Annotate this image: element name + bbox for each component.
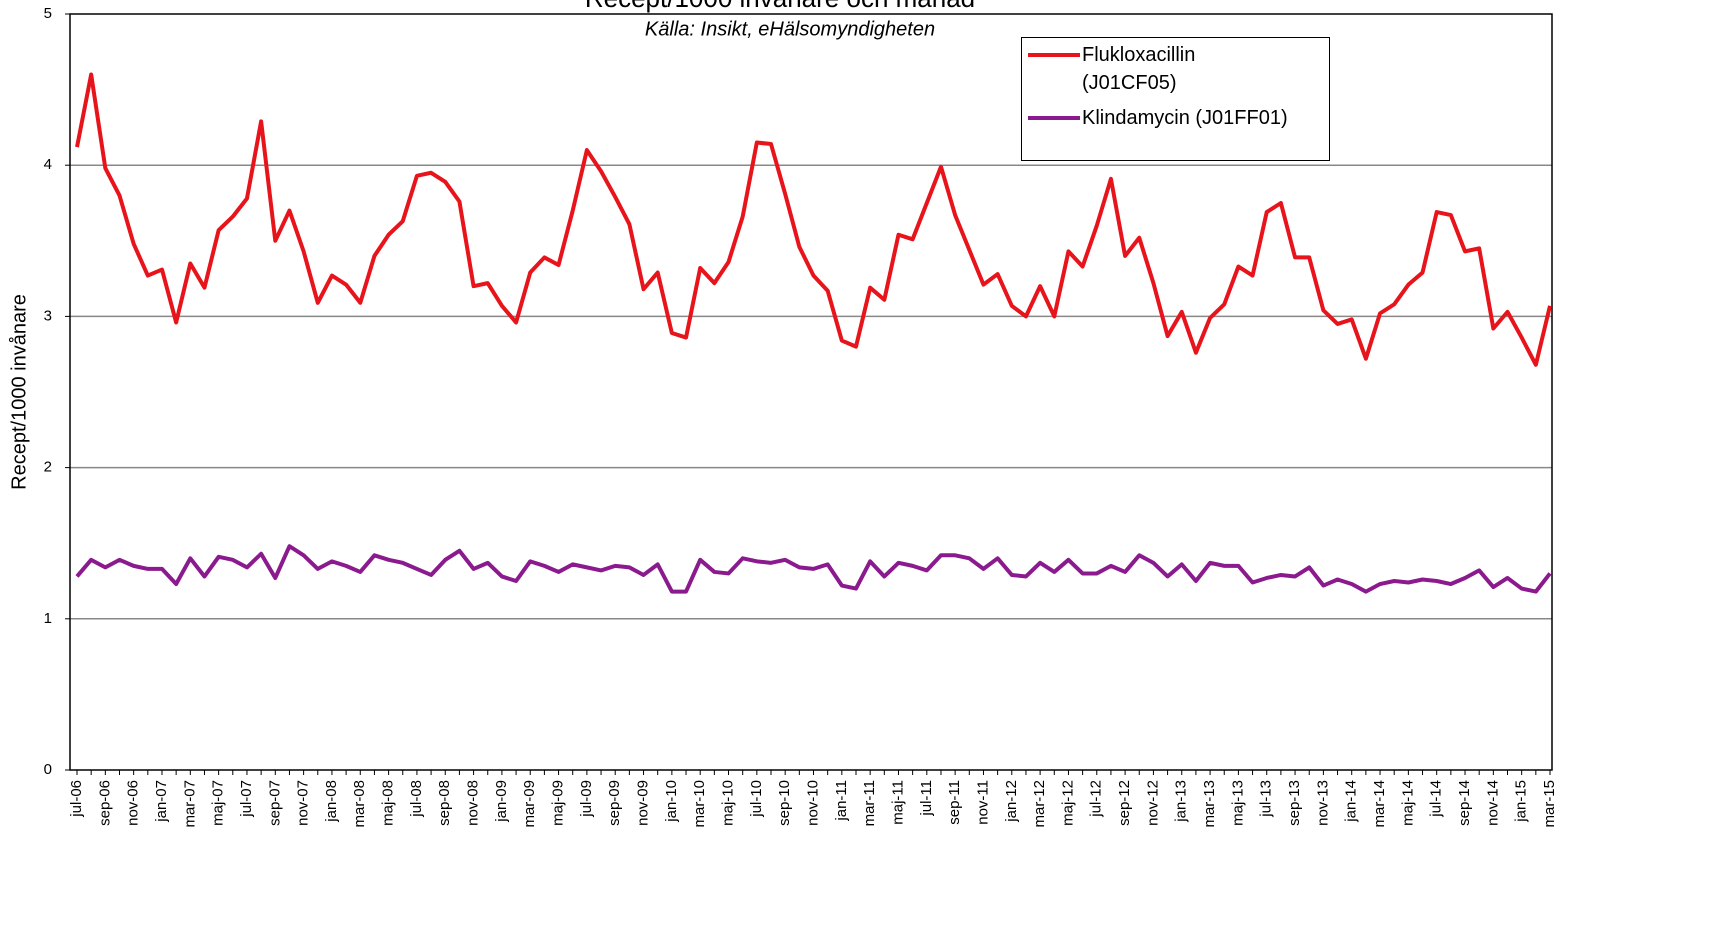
x-tick-label: jul-12: [1088, 780, 1105, 818]
x-tick-label: maj-10: [719, 780, 736, 826]
y-tick-label: 5: [44, 5, 52, 22]
x-tick-label: sep-09: [606, 780, 623, 826]
x-tick-label: mar-09: [521, 780, 538, 828]
y-tick-label: 2: [44, 459, 52, 476]
x-tick-label: mar-15: [1541, 780, 1558, 828]
x-tick-label: sep-06: [96, 780, 113, 826]
x-tick-label: maj-12: [1059, 780, 1076, 826]
x-tick-label: sep-12: [1116, 780, 1133, 826]
x-tick-label: jan-07: [153, 780, 170, 823]
x-tick-label: jul-14: [1428, 780, 1445, 818]
legend-swatch: [1028, 116, 1080, 120]
x-tick-label: nov-11: [974, 780, 991, 825]
x-tick-label: jan-09: [493, 780, 510, 823]
x-tick-label: sep-07: [266, 780, 283, 826]
x-tick-label: mar-14: [1371, 780, 1388, 828]
x-tick-label: sep-10: [776, 780, 793, 826]
x-tick-label: nov-13: [1314, 780, 1331, 826]
x-tick-label: maj-07: [210, 780, 227, 826]
x-tick-label: jan-14: [1343, 780, 1360, 823]
x-tick-label: mar-07: [181, 780, 198, 828]
x-tick-label: sep-08: [436, 780, 453, 826]
x-tick-label: mar-13: [1201, 780, 1218, 828]
x-tick-label: maj-13: [1229, 780, 1246, 826]
y-tick-label: 3: [44, 307, 52, 324]
series-line: [75, 544, 1552, 594]
x-tick-label: jan-15: [1513, 780, 1530, 823]
x-tick-label: nov-12: [1144, 780, 1161, 826]
legend-label: Flukloxacillin (J01CF05): [1082, 44, 1196, 94]
x-tick-label: maj-11: [889, 780, 906, 825]
x-tick-label: mar-12: [1031, 780, 1048, 828]
x-tick-label: mar-10: [691, 780, 708, 828]
x-tick-label: nov-10: [804, 780, 821, 826]
x-tick-label: jul-06: [68, 780, 85, 818]
y-tick-label: 4: [44, 156, 52, 173]
x-tick-label: nov-09: [635, 780, 652, 826]
x-tick-label: sep-11: [946, 780, 963, 825]
x-tick-label: jan-08: [323, 780, 340, 823]
x-tick-label: sep-13: [1286, 780, 1303, 826]
x-tick-label: jan-11: [833, 780, 850, 822]
y-tick-label: 0: [44, 761, 52, 778]
x-tick-label: maj-14: [1399, 780, 1416, 826]
chart-subtitle: Källa: Insikt, eHälsomyndigheten: [645, 18, 935, 40]
x-tick-label: sep-14: [1456, 780, 1473, 826]
legend: Flukloxacillin (J01CF05) Klindamycin (J01…: [1021, 37, 1330, 161]
x-tick-label: jan-10: [663, 780, 680, 823]
x-tick-label: jan-12: [1003, 780, 1020, 823]
y-axis-label: Recept/1000 invånare: [8, 294, 30, 490]
x-tick-label: jul-11: [918, 780, 935, 817]
x-tick-label: maj-08: [380, 780, 397, 826]
x-tick-label: nov-14: [1484, 780, 1501, 826]
x-tick-label: jul-10: [748, 780, 765, 818]
x-tick-label: mar-08: [351, 780, 368, 828]
x-tick-label: jul-08: [408, 780, 425, 818]
x-tick-label: jul-13: [1258, 780, 1275, 818]
legend-label: Klindamycin (J01FF01): [1082, 107, 1288, 129]
legend-swatch: [1028, 53, 1080, 57]
x-tick-label: nov-07: [295, 780, 312, 826]
x-tick-label: jul-09: [578, 780, 595, 818]
y-tick-label: 1: [44, 610, 52, 627]
x-tick-label: maj-09: [550, 780, 567, 826]
x-tick-label: nov-08: [465, 780, 482, 826]
x-tick-label: nov-06: [125, 780, 142, 826]
x-tick-label: jul-07: [238, 780, 255, 818]
chart-title: Recept/1000 invånare och månad: [585, 0, 975, 13]
x-tick-label: jan-13: [1173, 780, 1190, 823]
x-tick-label: mar-11: [861, 780, 878, 826]
plot-frame: [69, 13, 1553, 771]
series-line: [75, 72, 1552, 367]
